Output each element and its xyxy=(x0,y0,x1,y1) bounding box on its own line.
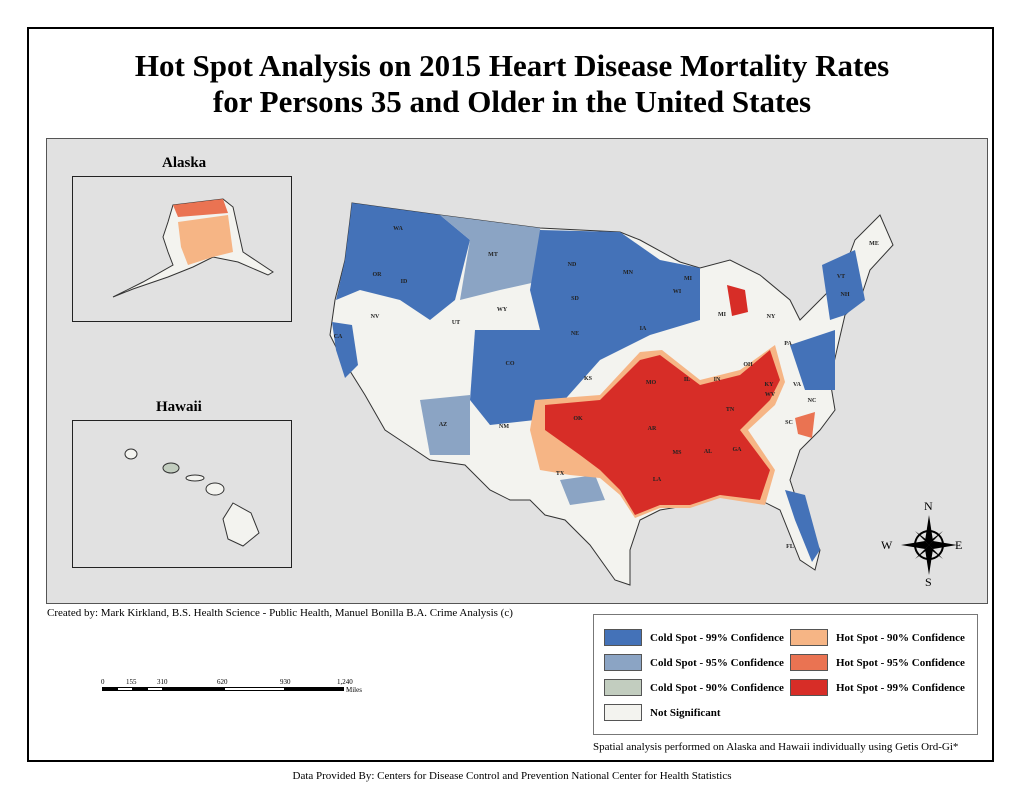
legend-item: Not Significant xyxy=(604,704,721,721)
island-molokai xyxy=(185,474,205,482)
scale-tick: 310 xyxy=(157,678,168,686)
island-maui xyxy=(205,482,225,496)
legend-item: Hot Spot - 99% Confidence xyxy=(790,679,965,696)
alaska-title: Alaska xyxy=(162,155,207,171)
legend-item: Hot Spot - 90% Confidence xyxy=(790,629,965,646)
credit-text: Created by: Mark Kirkland, B.S. Health S… xyxy=(47,607,513,619)
compass-east: E xyxy=(955,538,963,552)
legend-item: Cold Spot - 90% Confidence xyxy=(604,679,784,696)
data-provider: Data Provided By: Centers for Disease Co… xyxy=(292,770,732,782)
compass-rose: N S W E xyxy=(881,499,963,589)
map-title-line2: for Persons 35 and Older in the United S… xyxy=(212,84,812,119)
scale-tick: 0 xyxy=(101,678,105,686)
island-hawaii xyxy=(222,502,260,547)
alaska-map xyxy=(112,198,274,298)
alaska-hotspot-90 xyxy=(178,215,233,265)
alaska-inset xyxy=(72,176,292,322)
island-kauai xyxy=(124,448,138,460)
scale-unit: Miles xyxy=(346,686,362,694)
compass-west: W xyxy=(881,538,893,552)
analysis-note: Spatial analysis performed on Alaska and… xyxy=(593,741,959,753)
scale-tick: 1,240 xyxy=(337,678,353,686)
compass-icon xyxy=(901,515,957,575)
compass-north: N xyxy=(924,499,933,513)
legend-item: Hot Spot - 95% Confidence xyxy=(790,654,965,671)
legend-item: Cold Spot - 99% Confidence xyxy=(604,629,784,646)
legend: Cold Spot - 99% Confidence Cold Spot - 9… xyxy=(593,614,978,735)
scale-tick: 930 xyxy=(280,678,291,686)
scale-tick: 155 xyxy=(126,678,137,686)
hawaii-title: Hawaii xyxy=(156,399,202,415)
hawaii-map xyxy=(124,448,260,547)
scale-tick: 620 xyxy=(217,678,228,686)
map-title-line1: Hot Spot Analysis on 2015 Heart Disease … xyxy=(134,48,890,83)
alaska-hotspot-95 xyxy=(173,199,228,217)
island-oahu xyxy=(162,462,180,474)
compass-south: S xyxy=(925,575,932,589)
page-border xyxy=(27,27,994,762)
legend-item: Cold Spot - 95% Confidence xyxy=(604,654,784,671)
hawaii-inset xyxy=(72,420,292,568)
